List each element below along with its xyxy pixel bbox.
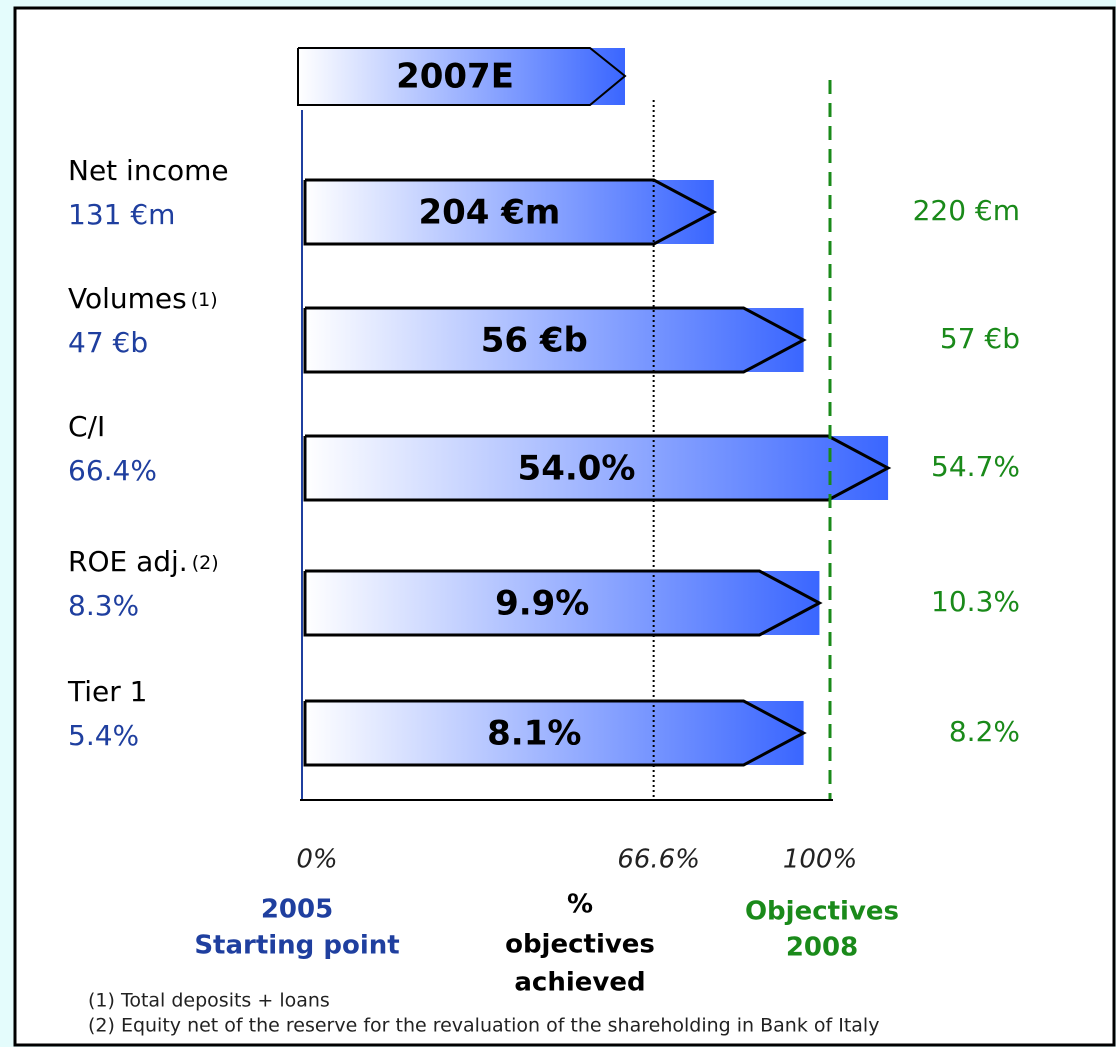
category-note: (2) [192, 552, 219, 574]
start-value: 131 €m [68, 198, 175, 231]
objective-value: 54.7% [931, 450, 1020, 483]
objective-value: 220 €m [913, 194, 1020, 227]
bar-label: 8.1% [487, 714, 581, 754]
bar-outline [303, 306, 807, 374]
category-label: Volumes (1) [68, 282, 218, 315]
axis-group-label: Starting point [194, 931, 399, 961]
bar-outline [303, 434, 892, 502]
category-label: ROE adj. (2) [68, 545, 219, 578]
series-name: 2007E [396, 57, 514, 97]
category-name: ROE adj. [68, 545, 188, 578]
bar [305, 571, 820, 635]
start-value: 66.4% [68, 454, 157, 487]
bar [305, 308, 804, 372]
x-tick-label: 100% [783, 845, 857, 875]
header-bar [298, 48, 625, 105]
bar-label: 56 €b [481, 321, 588, 361]
category-note: (1) [191, 289, 218, 311]
objective-value: 57 €b [940, 322, 1020, 355]
objective-value: 8.2% [949, 715, 1020, 748]
x-tick-label: 0% [296, 845, 337, 875]
axis-group-label: Objectives [745, 897, 899, 927]
axis-group-label: objectives [505, 930, 655, 960]
axis-group-label: % [567, 890, 593, 920]
axis-group-label: 2008 [786, 933, 858, 963]
bar [305, 436, 889, 500]
category-label: Tier 1 [67, 675, 147, 708]
category-name: Volumes [68, 282, 187, 315]
axis-group-label: 2005 [261, 895, 333, 925]
bar-label: 54.0% [518, 449, 636, 489]
footnote: (2) Equity net of the reserve for the re… [88, 1015, 879, 1037]
bar-label: 204 €m [418, 193, 560, 233]
bar [305, 180, 714, 244]
category-name: Net income [68, 154, 229, 187]
category-label: C/I [68, 410, 105, 443]
start-value: 47 €b [68, 326, 148, 359]
start-value: 8.3% [68, 589, 139, 622]
bar-outline [303, 569, 823, 637]
category-name: C/I [68, 410, 105, 443]
objective-value: 10.3% [931, 585, 1020, 618]
category-label: Net income [68, 154, 229, 187]
bar-outline [303, 699, 807, 767]
category-name: Tier 1 [67, 675, 147, 708]
x-tick-label: 66.6% [617, 845, 700, 875]
bar-label: 9.9% [495, 584, 589, 624]
footnote: (1) Total deposits + loans [88, 990, 330, 1012]
header-arrow [297, 47, 627, 106]
axis-group-label: achieved [514, 968, 645, 998]
bar-outline [303, 178, 718, 246]
bar [305, 701, 804, 765]
start-value: 5.4% [68, 719, 139, 752]
